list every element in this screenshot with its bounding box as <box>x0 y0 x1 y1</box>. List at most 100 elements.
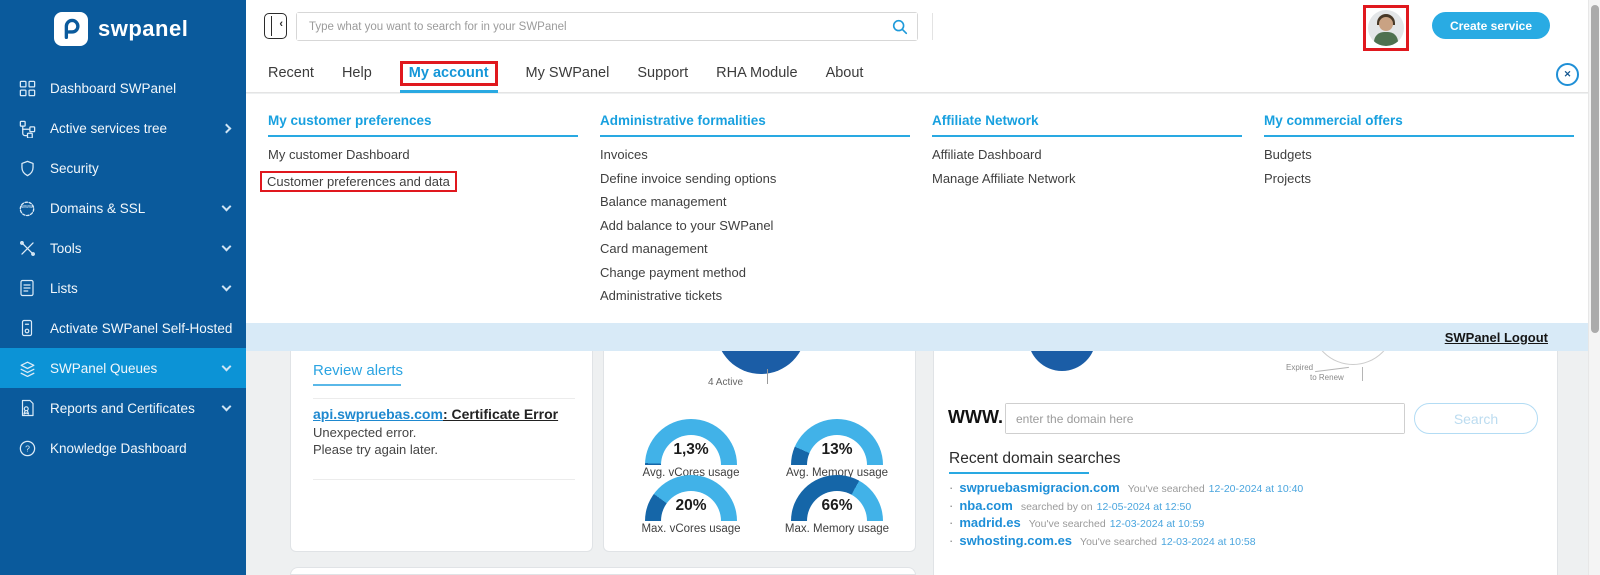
gauge-max-vcores: 20% Max. vCores usage <box>616 475 766 535</box>
search-icon[interactable] <box>891 18 909 41</box>
searched-domain-link[interactable]: swpruebasmigracion.com <box>959 480 1120 495</box>
gauge-avg-memory: 13% Avg. Memory usage <box>762 419 912 479</box>
chevron-right-icon <box>221 123 232 134</box>
domain-input[interactable] <box>1006 404 1404 433</box>
header-tabs: Recent Help My account My SWPanel Suppor… <box>268 55 864 93</box>
collapse-sidebar-icon[interactable]: ‹ <box>264 13 287 39</box>
annotation-red-box: Customer preferences and data <box>260 170 457 192</box>
domain-input-wrap <box>1005 403 1405 434</box>
search-input[interactable] <box>297 13 917 40</box>
menu-item-budgets[interactable]: Budgets <box>1264 147 1312 162</box>
alert-domain-link[interactable]: api.swpruebas.com <box>313 406 443 422</box>
chevron-down-icon <box>221 201 232 212</box>
annotation-line <box>1315 366 1349 373</box>
tab-support[interactable]: Support <box>637 65 689 81</box>
search-meta: You've searched <box>1080 535 1157 548</box>
separator <box>313 479 575 480</box>
search-date: 12-03-2024 at 10:59 <box>1109 518 1205 530</box>
menu-column-title[interactable]: Affiliate Network <box>932 113 1039 128</box>
tab-my-swpanel[interactable]: My SWPanel <box>525 65 610 81</box>
column-underline <box>932 135 1242 137</box>
menu-item-card-management[interactable]: Card management <box>600 241 708 256</box>
menu-item-manage-affiliate-network[interactable]: Manage Affiliate Network <box>932 170 1076 186</box>
www-label: WWW. <box>948 407 1003 427</box>
menu-item-define-invoice-sending[interactable]: Define invoice sending options <box>600 170 777 186</box>
tab-about[interactable]: About <box>825 65 864 81</box>
menu-column-title[interactable]: My commercial offers <box>1264 113 1403 128</box>
searched-domain-link[interactable]: madrid.es <box>959 515 1021 530</box>
recent-search-row: · nba.com searched by on 12-05-2024 at 12:5… <box>949 498 1303 516</box>
menu-item-administrative-tickets[interactable]: Administrative tickets <box>600 288 723 303</box>
user-avatar[interactable] <box>1363 5 1409 51</box>
search-date: 12-20-2024 at 10:40 <box>1208 483 1304 495</box>
sidebar-nav: Dashboard SWPanel Active services tree S… <box>0 68 246 468</box>
tab-help[interactable]: Help <box>341 65 372 81</box>
domain-search-button[interactable]: Search <box>1414 403 1538 434</box>
logout-bar: SWPanel Logout <box>246 323 1600 351</box>
sidebar: swpanel Dashboard SWPanel Active service… <box>0 0 246 575</box>
menu-item-balance-management[interactable]: Balance management <box>600 194 727 209</box>
device-icon <box>16 317 38 339</box>
sidebar-item-activate-self-hosted[interactable]: Activate SWPanel Self-Hosted <box>0 308 246 348</box>
tab-recent[interactable]: Recent <box>268 65 314 81</box>
active-services-label: 4 Active <box>708 377 744 388</box>
sidebar-item-label: Lists <box>50 280 78 296</box>
menu-column-title[interactable]: Administrative formalities <box>600 113 766 128</box>
sidebar-item-label: Active services tree <box>50 120 168 136</box>
create-service-button[interactable]: Create service <box>1432 12 1550 39</box>
gauge-label: Max. Memory usage <box>784 523 890 535</box>
expired-donut-chart <box>1311 351 1395 365</box>
gauge-value: 20% <box>675 497 707 514</box>
alert-row: api.swpruebas.com: Certificate Error <box>313 406 558 422</box>
sidebar-item-domains-ssl[interactable]: www Domains & SSL <box>0 188 246 228</box>
menu-item-change-payment-method[interactable]: Change payment method <box>600 264 746 280</box>
sidebar-item-lists[interactable]: Lists <box>0 268 246 308</box>
sidebar-item-knowledge-dashboard[interactable]: ? Knowledge Dashboard <box>0 428 246 468</box>
chevron-down-icon <box>221 241 232 252</box>
swpanel-logout-link[interactable]: SWPanel Logout <box>1444 329 1548 345</box>
searched-domain-link[interactable]: nba.com <box>959 497 1013 513</box>
svg-text:www: www <box>20 204 33 210</box>
collapse-menu-icon[interactable]: ✕ <box>1556 63 1579 86</box>
sidebar-item-tools[interactable]: Tools <box>0 228 246 268</box>
bullet: · <box>949 497 954 513</box>
sidebar-item-active-services-tree[interactable]: Active services tree <box>0 108 246 148</box>
svg-text:?: ? <box>25 443 30 453</box>
domain-search-card: Expired to Renew WWW. Search Recent doma… <box>933 351 1558 575</box>
scrollbar-thumb[interactable] <box>1591 5 1599 333</box>
menu-column-customer-preferences: My customer preferences My customer Dash… <box>260 113 586 312</box>
domains-donut-chart <box>1028 351 1096 371</box>
menu-item-affiliate-dashboard[interactable]: Affiliate Dashboard <box>932 147 1042 162</box>
certificate-icon <box>16 397 38 419</box>
column-underline <box>600 135 910 137</box>
next-card-top-edge <box>290 567 916 575</box>
sidebar-item-dashboard[interactable]: Dashboard SWPanel <box>0 68 246 108</box>
gauge-value: 13% <box>821 441 853 458</box>
sidebar-item-label: Reports and Certificates <box>50 400 195 416</box>
vertical-scrollbar <box>1588 0 1600 575</box>
sidebar-item-label: Security <box>50 160 99 176</box>
sidebar-item-swpanel-queues[interactable]: SWPanel Queues <box>0 348 246 388</box>
menu-item-customer-preferences-and-data[interactable]: Customer preferences and data <box>260 170 586 195</box>
sidebar-item-security[interactable]: Security <box>0 148 246 188</box>
dashboard-grid-icon <box>16 77 38 99</box>
expired-label: Expired <box>1286 363 1314 372</box>
sidebar-item-reports-certificates[interactable]: Reports and Certificates <box>0 388 246 428</box>
menu-item-invoices[interactable]: Invoices <box>600 147 648 162</box>
menu-item-projects[interactable]: Projects <box>1264 170 1311 186</box>
menu-item-add-balance[interactable]: Add balance to your SWPanel <box>600 217 774 233</box>
alert-type-label: : Certificate Error <box>442 406 559 422</box>
menu-item-my-customer-dashboard[interactable]: My customer Dashboard <box>268 147 410 162</box>
review-alerts-title[interactable]: Review alerts <box>313 362 404 379</box>
swpanel-logo[interactable]: swpanel <box>54 12 188 46</box>
tab-my-account[interactable]: My account <box>399 60 498 93</box>
dashboard-content: Review alerts api.swpruebas.com: Certifi… <box>246 351 1600 575</box>
searched-domain-link[interactable]: swhosting.com.es <box>959 532 1073 548</box>
tab-rha-module[interactable]: RHA Module <box>716 65 798 81</box>
menu-column-title[interactable]: My customer preferences <box>268 113 432 128</box>
menu-column-affiliate: Affiliate Network Affiliate Dashboard Ma… <box>932 113 1250 312</box>
gauge-value: 1,3% <box>673 441 709 458</box>
resource-usage-card: 4 Active 1,3% Avg. vCores usage 13% Avg.… <box>603 351 916 552</box>
sidebar-item-label: Activate SWPanel Self-Hosted <box>50 320 233 336</box>
